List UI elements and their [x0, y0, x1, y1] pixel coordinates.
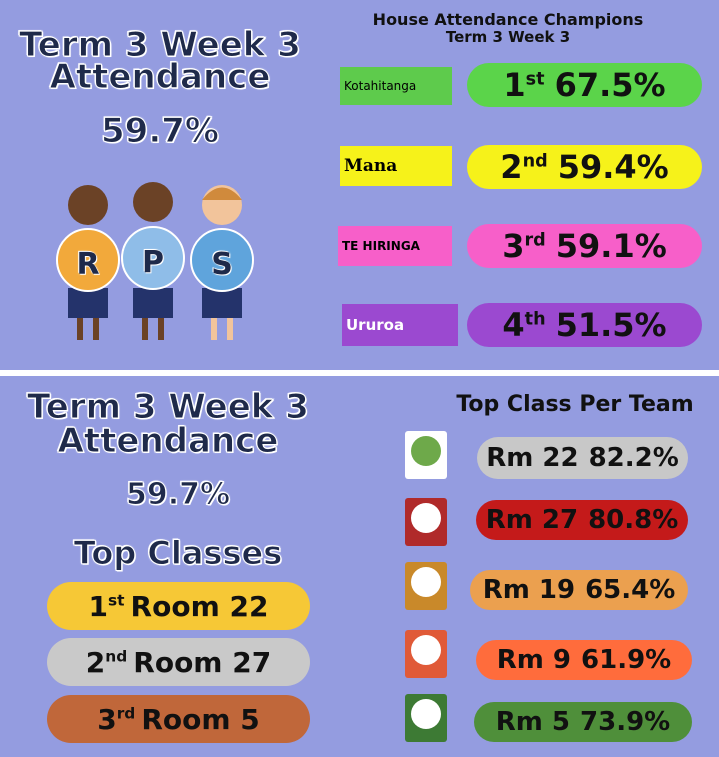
- ordinal: 2: [500, 148, 523, 186]
- percent: 82.2%: [588, 443, 679, 473]
- bottom-panel: Term 3 Week 3 Attendance 59.7% Top Class…: [0, 376, 719, 757]
- team-icon: [405, 562, 447, 610]
- percent: 59.1%: [555, 227, 667, 265]
- room: Room 22: [130, 589, 269, 623]
- house-rank: 4th 51.5%: [467, 303, 702, 347]
- top-classes-title: Top Classes: [73, 534, 283, 572]
- ordinal: 3: [502, 227, 525, 265]
- team-icon: [405, 630, 447, 678]
- suffix: nd: [522, 151, 548, 172]
- letter: S: [211, 247, 233, 282]
- overall: 59.7%: [101, 111, 220, 151]
- title: Attendance: [57, 421, 279, 461]
- room: Rm 22: [486, 443, 579, 473]
- champions-subtitle: Term 3 Week 3: [445, 28, 571, 46]
- team-icon: [405, 498, 447, 546]
- letter: P: [142, 245, 164, 280]
- title: Attendance: [49, 57, 271, 97]
- house-rank: 3rd 59.1%: [467, 224, 702, 268]
- team-class: Rm 5 73.9%: [474, 702, 692, 742]
- room: Rm 5: [495, 707, 571, 737]
- team-icon: [405, 694, 447, 742]
- team-icon: [405, 431, 447, 479]
- suffix: st: [525, 69, 545, 90]
- percent: 67.5%: [554, 66, 666, 104]
- room: Rm 27: [485, 505, 579, 535]
- ordinal: 3: [97, 702, 117, 736]
- top-class: 2nd Room 27: [47, 638, 310, 686]
- suffix: rd: [524, 230, 546, 251]
- ordinal: 1: [503, 66, 526, 104]
- suffix: rd: [116, 704, 136, 723]
- room: Room 27: [133, 645, 272, 679]
- top-class: 1st Room 22: [47, 582, 310, 630]
- team-class: Rm 27 80.8%: [476, 500, 688, 540]
- overall: 59.7%: [125, 477, 231, 512]
- title: Term 3 Week 3: [27, 387, 310, 427]
- team-class: Rm 22 82.2%: [477, 437, 688, 479]
- house-label: Mana: [340, 146, 452, 186]
- house-rank: 2nd 59.4%: [467, 145, 702, 189]
- percent: 80.8%: [588, 505, 679, 535]
- house-label: Kotahitanga: [340, 67, 452, 105]
- percent: 61.9%: [581, 645, 672, 675]
- champions-title: House Attendance Champions: [372, 10, 644, 29]
- suffix: nd: [105, 647, 128, 666]
- ordinal: 2: [85, 645, 106, 679]
- title: Term 3 Week 3: [19, 25, 302, 65]
- suffix: st: [108, 591, 125, 610]
- suffix: th: [524, 309, 546, 330]
- room: Room 5: [141, 702, 260, 736]
- letter: R: [76, 247, 100, 282]
- top-class: 3rd Room 5: [47, 695, 310, 743]
- ordinal: 1: [88, 589, 109, 623]
- percent: 73.9%: [580, 707, 671, 737]
- top-panel: Term 3 Week 3 Attendance 59.7% R P S Hou…: [0, 0, 719, 370]
- house-label: Ururoa: [342, 304, 458, 346]
- room: Rm 19: [482, 575, 576, 605]
- team-title: Top Class Per Team: [456, 392, 694, 417]
- percent: 65.4%: [585, 575, 676, 605]
- room: Rm 9: [496, 645, 572, 675]
- house-label: TE HIRINGA: [338, 226, 452, 266]
- percent: 59.4%: [557, 148, 669, 186]
- ordinal: 4: [502, 306, 525, 344]
- kids: [56, 182, 254, 340]
- percent: 51.5%: [555, 306, 667, 344]
- team-class: Rm 19 65.4%: [470, 570, 688, 610]
- house-rank: 1st 67.5%: [467, 63, 702, 107]
- team-class: Rm 9 61.9%: [476, 640, 692, 680]
